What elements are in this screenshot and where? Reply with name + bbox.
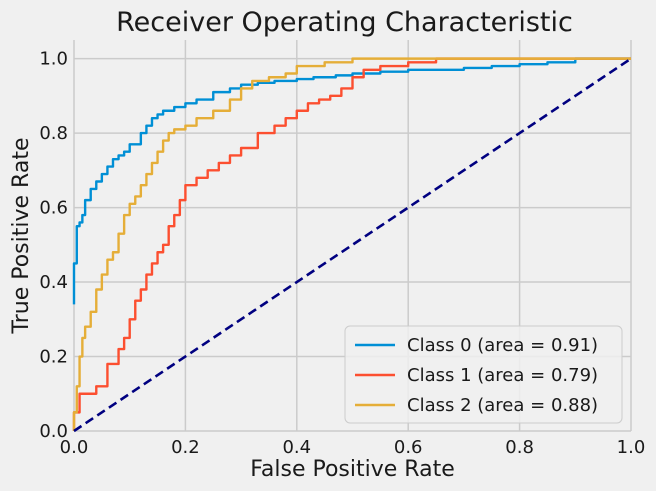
x-axis-label: False Positive Rate: [250, 457, 454, 482]
grid-layer: [73, 40, 632, 432]
series-line-2: [72, 57, 631, 431]
y-tick-label: 1.0: [39, 49, 68, 70]
x-tick-label: 0.6: [394, 437, 423, 458]
x-tick-label: 0.4: [282, 437, 311, 458]
legend: Class 0 (area = 0.91) Class 1 (area = 0.7…: [344, 325, 623, 424]
y-tick-label: 0.2: [39, 347, 68, 368]
y-tick-label: 0.0: [39, 421, 68, 442]
legend-label: Class 0 (area = 0.91): [407, 335, 598, 356]
legend-box: [344, 325, 623, 424]
x-tick-label: 0.8: [505, 437, 534, 458]
y-axis-label: True Positive Rate: [9, 138, 34, 335]
x-tick-label: 0.0: [60, 437, 89, 458]
legend-label: Class 1 (area = 0.79): [407, 365, 598, 386]
y-tick-label: 0.4: [39, 272, 68, 293]
legend-items: Class 0 (area = 0.91) Class 1 (area = 0.7…: [355, 335, 598, 416]
y-tick-label: 0.6: [39, 198, 68, 219]
tick-labels: 0.0 0.2 0.4 0.6 0.8 1.0 0.0 0.2 0.4 0.6 0.8 1.0: [39, 49, 645, 458]
x-tick-label: 0.2: [171, 437, 200, 458]
chart-title: Receiver Operating Characteristic: [116, 7, 573, 38]
series-line-0: [72, 57, 631, 305]
x-tick-label: 1.0: [617, 437, 646, 458]
y-tick-label: 0.8: [39, 123, 68, 144]
series-layer: [72, 57, 632, 433]
series-line-1: [72, 57, 631, 431]
legend-label: Class 2 (area = 0.88): [407, 395, 598, 416]
